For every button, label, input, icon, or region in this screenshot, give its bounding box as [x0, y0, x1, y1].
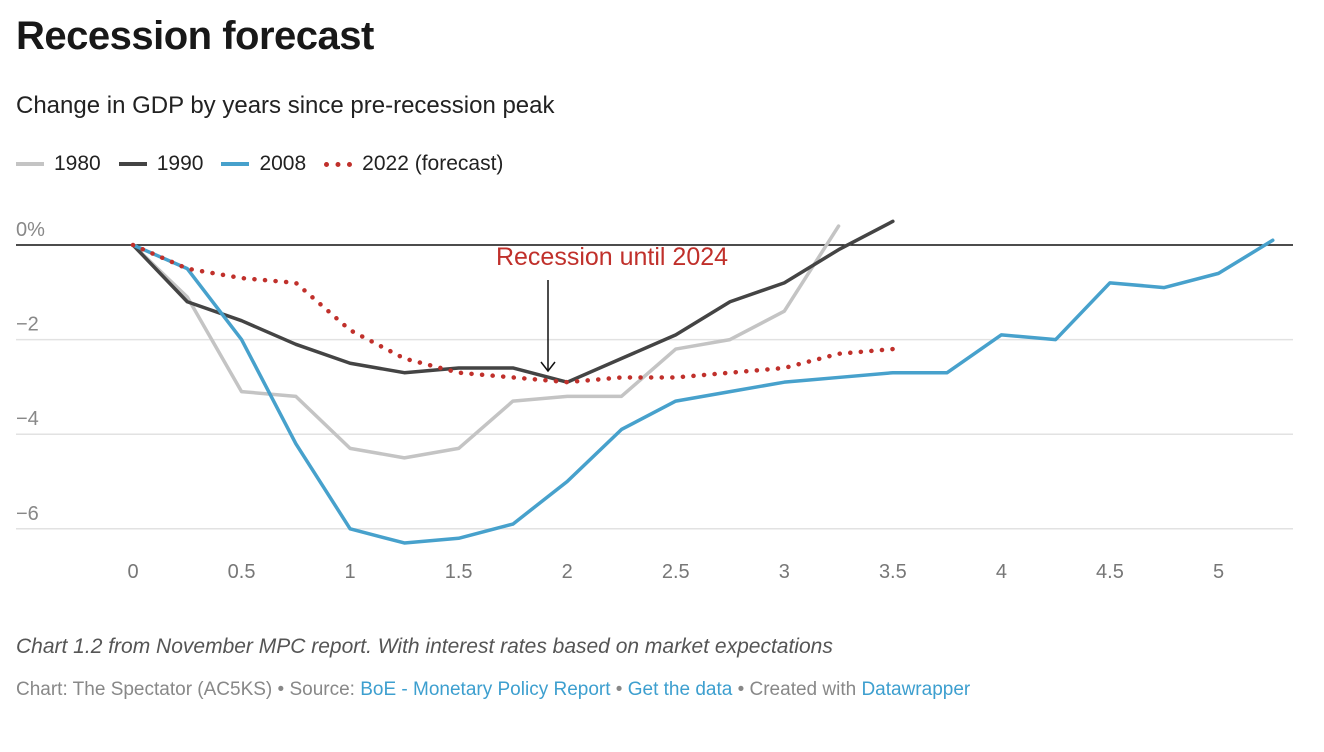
x-tick-label: 3.5 [879, 561, 907, 583]
annotation-label: Recession until 2024 [496, 243, 728, 271]
chart-note: Chart 1.2 from November MPC report. With… [16, 635, 833, 658]
chart-subtitle: Change in GDP by years since pre-recessi… [16, 92, 555, 119]
series-line-2008 [131, 238, 1275, 545]
legend-swatch [16, 162, 44, 166]
legend-label: 2008 [259, 152, 307, 175]
x-tick-label: 1 [345, 561, 356, 583]
x-tick-label: 4 [996, 561, 1007, 583]
legend-item-2022: 2022 (forecast) [324, 152, 503, 176]
legend-swatch [118, 162, 147, 166]
credit-text: Chart: The Spectator (AC5KS) • Source: [16, 679, 361, 700]
chart-credit: Chart: The Spectator (AC5KS) • Source: B… [16, 679, 970, 701]
datawrapper-link[interactable]: Datawrapper [861, 679, 971, 700]
x-tick-label: 2 [562, 561, 573, 583]
x-tick-label: 5 [1213, 561, 1224, 583]
legend-item-1990: 1990 [118, 152, 204, 176]
x-tick-label: 0 [127, 561, 138, 583]
credit-text: • Created with [732, 679, 862, 700]
x-tick-label: 0.5 [228, 561, 256, 583]
y-tick-label: 0% [16, 219, 45, 241]
credit-separator: • [610, 679, 628, 700]
x-tick-label: 2.5 [662, 561, 690, 583]
legend-label: 1990 [156, 152, 204, 175]
source-link[interactable]: BoE - Monetary Policy Report [360, 679, 611, 700]
get-data-link[interactable]: Get the data [627, 679, 733, 700]
legend-swatch [221, 162, 250, 166]
x-tick-label: 1.5 [445, 561, 473, 583]
x-tick-label: 4.5 [1096, 561, 1124, 583]
legend-swatch [324, 161, 353, 167]
legend-item-1980: 1980 [16, 152, 101, 176]
series-line-1980 [131, 224, 841, 460]
y-tick-label: −2 [16, 314, 39, 336]
legend-label: 2022 (forecast) [362, 152, 504, 175]
arrow-head-icon [540, 361, 556, 373]
legend-label: 1980 [54, 152, 101, 175]
legend-item-2008: 2008 [221, 152, 306, 176]
y-tick-label: −6 [16, 503, 39, 525]
legend: 1980 1990 2008 2022 (forecast) [16, 152, 503, 176]
y-tick-label: −4 [16, 408, 39, 430]
chart-title: Recession forecast [16, 14, 374, 58]
x-tick-label: 3 [779, 561, 790, 583]
